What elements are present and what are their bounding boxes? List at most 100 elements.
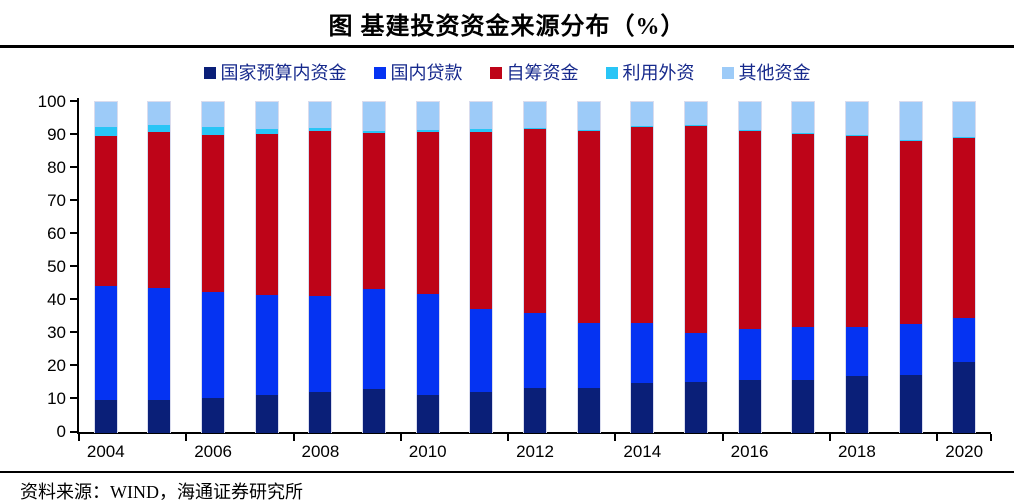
bar-segment [470, 102, 493, 130]
bar-segment [577, 130, 600, 324]
y-axis-tick-label: 90 [47, 124, 66, 144]
bar-segment [899, 324, 922, 375]
bar-segment [309, 391, 332, 433]
chart-title: 图 基建投资资金来源分布（%） [328, 14, 686, 40]
x-axis-tick [990, 433, 992, 441]
stacked-bar-2017 [791, 101, 816, 433]
stacked-bar-2014 [630, 101, 655, 433]
stacked-bar-2007 [254, 101, 279, 433]
x-axis-tick-label: 2008 [301, 441, 340, 461]
legend-swatch-icon [489, 67, 502, 79]
y-axis-line [77, 98, 79, 434]
bar-segment [94, 400, 117, 433]
chart-legend: 国家预算内资金 国内贷款 自筹资金 利用外资 其他资金 [0, 64, 1014, 82]
bar-segment [309, 102, 332, 129]
bar-segment [684, 381, 707, 433]
legend-swatch-icon [721, 67, 734, 79]
bar-segment [255, 395, 278, 433]
x-axis-tick-label: 2010 [408, 441, 447, 461]
bar-segment [577, 388, 600, 433]
y-axis-tick [70, 298, 77, 301]
y-axis-tick [70, 265, 77, 268]
bar-segment [631, 126, 654, 324]
bar-segment [416, 130, 439, 133]
x-axis-tick [78, 433, 80, 441]
footer-divider [0, 471, 1014, 473]
stacked-bar-2015 [683, 101, 708, 433]
bar-segment [202, 102, 225, 128]
bar-segment [953, 102, 976, 138]
bar-segment [738, 130, 761, 131]
legend-item: 其他资金 [721, 63, 811, 83]
source-note: 资料来源：WIND，海通证券研究所 [20, 482, 303, 502]
bar-segment [792, 133, 815, 328]
legend-item: 国家预算内资金 [203, 64, 347, 82]
y-axis-tick [70, 133, 77, 136]
x-axis-tick [721, 433, 724, 441]
legend-item: 自筹资金 [489, 64, 579, 82]
bar-segment [738, 329, 761, 380]
bar-segment [255, 134, 278, 296]
x-axis-tick [507, 433, 510, 441]
bar-segment [684, 125, 707, 334]
bar-segment [738, 102, 761, 131]
stacked-bar-2009 [362, 101, 387, 433]
bar-segment [577, 323, 600, 389]
bar-segment [684, 102, 707, 125]
bar-segment [148, 102, 171, 126]
bar-segment [416, 394, 439, 433]
bar-segment [202, 135, 225, 293]
y-axis-tick [70, 199, 77, 202]
bar-segment [470, 308, 493, 392]
y-axis-tick-label: 50 [47, 256, 66, 276]
x-axis-tick-label: 2016 [730, 441, 769, 461]
y-axis-tick [70, 331, 77, 334]
bar-segment [845, 326, 868, 376]
x-axis-tick [829, 433, 832, 441]
y-axis-tick-label: 80 [47, 157, 66, 177]
legend-label: 利用外资 [622, 63, 695, 83]
bar-segment [577, 102, 600, 130]
x-axis-tick [185, 433, 188, 441]
y-axis-tick-label: 30 [47, 322, 66, 342]
bar-segment [738, 130, 761, 330]
bar-segment [309, 295, 332, 392]
bar-segment [416, 132, 439, 295]
bar-segment [148, 131, 171, 289]
stacked-bar-2020 [952, 101, 977, 433]
bar-segment [845, 375, 868, 433]
y-axis-tick-label: 10 [47, 388, 66, 408]
y-axis-tick-label: 100 [37, 91, 66, 111]
bar-segment [577, 129, 600, 131]
y-axis-tick [70, 100, 77, 102]
bar-segment [94, 286, 117, 401]
x-axis-tick-label: 2014 [623, 441, 662, 461]
stacked-bar-2005 [147, 101, 172, 433]
bar-segment [148, 399, 171, 433]
title-divider [0, 45, 1014, 48]
bar-segment [792, 102, 815, 134]
bar-segment [416, 294, 439, 395]
bar-segment [148, 125, 171, 132]
x-axis-tick [399, 433, 402, 441]
stacked-bar-2008 [308, 101, 333, 433]
bar-segment [899, 102, 922, 140]
bar-segment [94, 127, 117, 136]
bar-segment [363, 102, 386, 131]
bar-segment [309, 131, 332, 296]
y-axis-tick [70, 430, 77, 433]
stacked-bar-2011 [469, 101, 494, 433]
bar-segment [202, 292, 225, 399]
bar-segment [470, 129, 493, 132]
bar-segment [953, 318, 976, 363]
stacked-bar-2012 [523, 101, 547, 433]
legend-label: 其他资金 [738, 63, 811, 83]
bar-segment [684, 333, 707, 382]
y-axis-tick-label: 0 [56, 422, 66, 441]
x-axis-tick-label: 2018 [837, 441, 876, 461]
y-axis-tick-label: 20 [47, 355, 66, 375]
bar-segment [738, 379, 761, 433]
bar-segment [363, 289, 386, 390]
bar-segment [631, 323, 654, 384]
